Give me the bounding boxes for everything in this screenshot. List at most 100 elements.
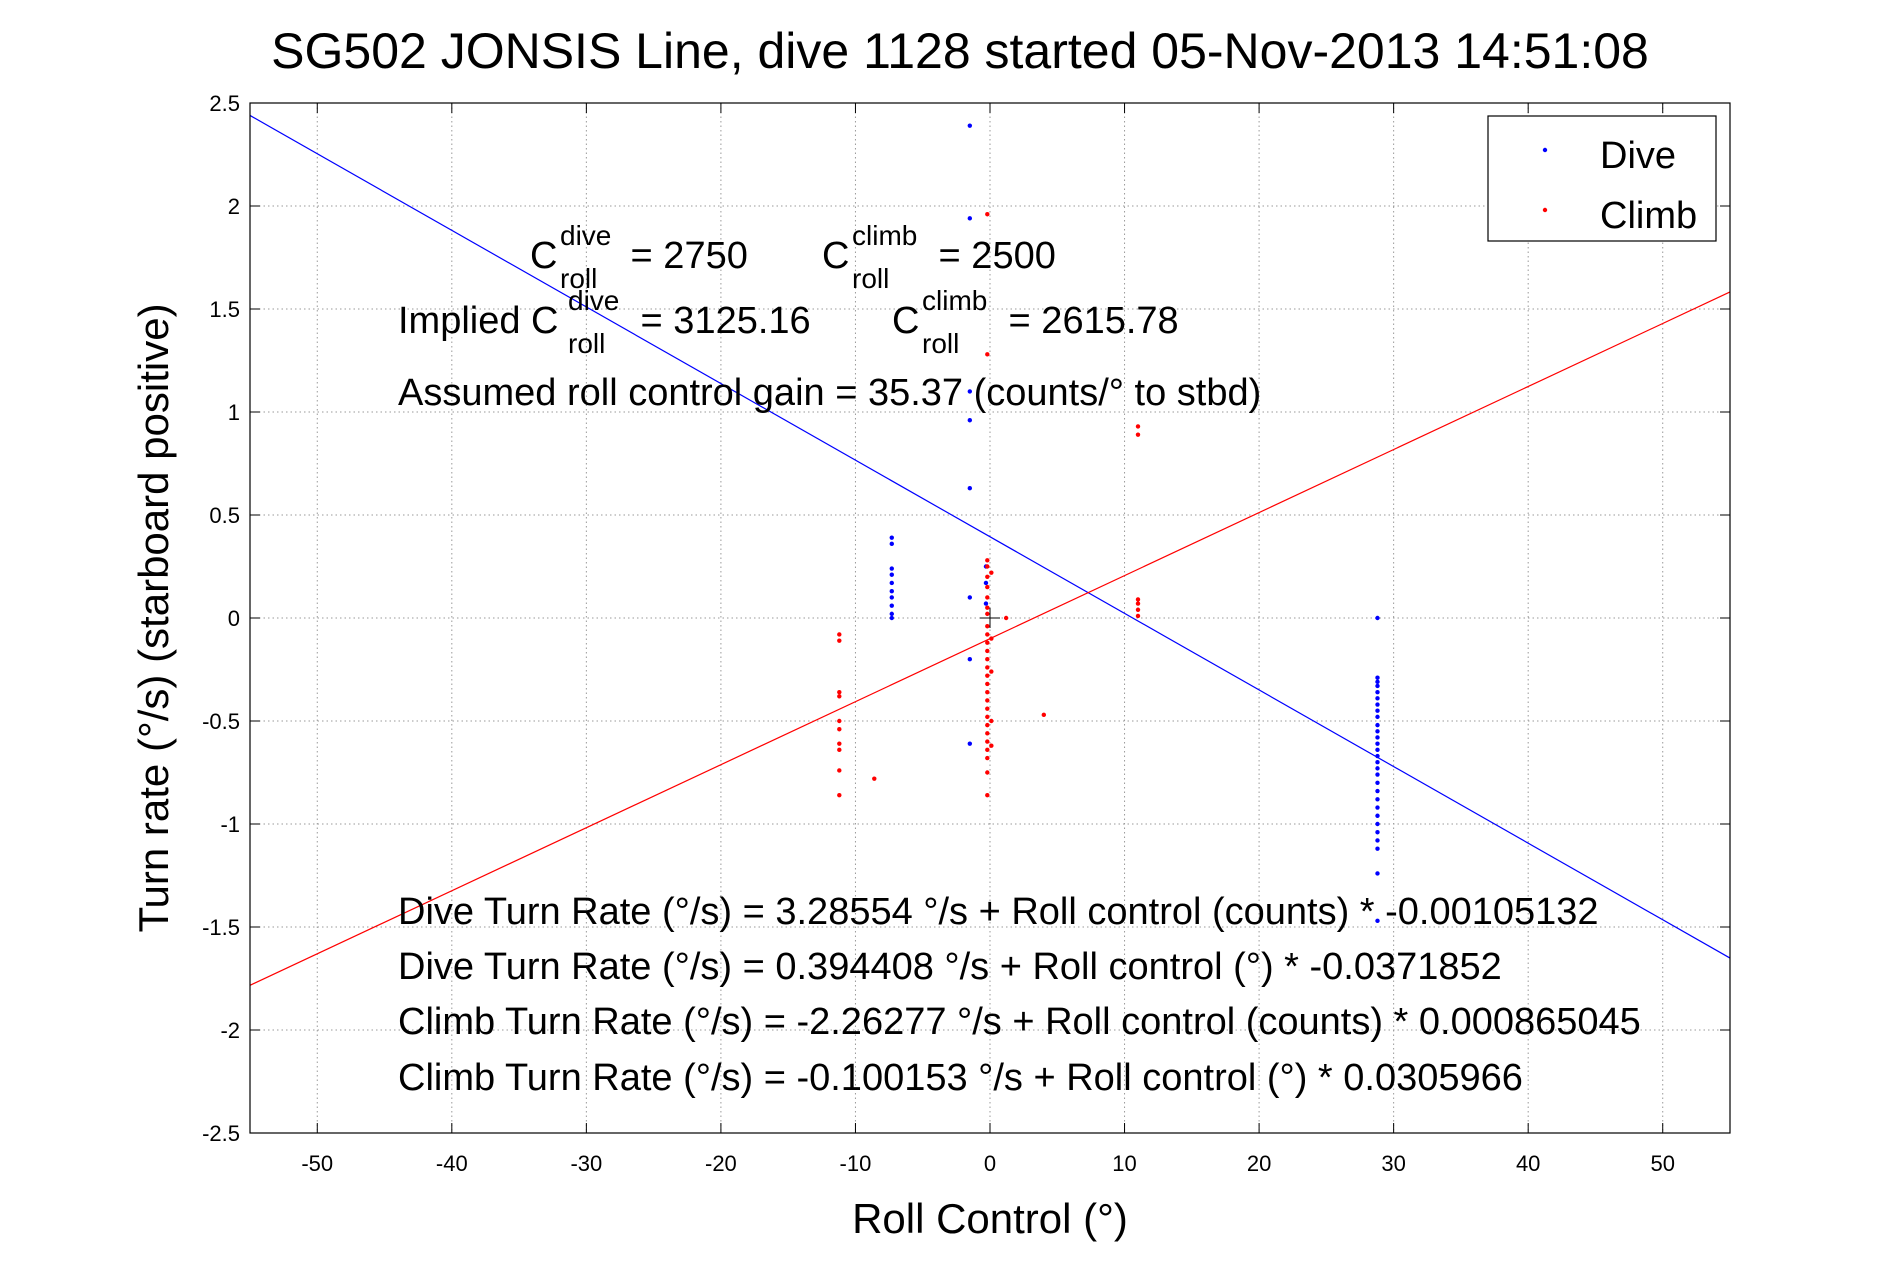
point-climb <box>837 638 842 643</box>
x-tick-label: -40 <box>436 1151 468 1176</box>
x-tick-label: -10 <box>840 1151 872 1176</box>
annotation-c-climb: C climb roll = 2500 <box>822 220 1056 294</box>
c-dive-base: C <box>530 235 557 277</box>
point-dive <box>1375 696 1380 701</box>
point-climb <box>872 776 877 781</box>
y-tick-label: 0.5 <box>209 503 240 528</box>
legend-marker-dive <box>1542 147 1548 153</box>
point-climb <box>837 718 842 724</box>
point-climb <box>985 611 990 617</box>
implied-climb-sub: roll <box>922 328 959 359</box>
point-climb <box>985 632 990 637</box>
y-tick-label: 1.5 <box>209 297 240 322</box>
point-dive <box>1375 735 1380 740</box>
legend: Dive Climb <box>1487 115 1717 242</box>
point-climb <box>985 747 990 753</box>
point-climb <box>985 714 990 720</box>
y-tick-label: -2.5 <box>202 1121 240 1146</box>
point-dive <box>889 595 894 600</box>
point-dive <box>1375 702 1380 707</box>
annotation-implied-climb: C climb roll = 2615.78 <box>892 285 1179 359</box>
point-dive <box>1375 821 1380 827</box>
point-climb <box>985 584 990 590</box>
point-dive <box>967 741 973 746</box>
point-climb <box>837 741 842 746</box>
point-dive <box>1375 741 1380 746</box>
implied-dive-sup: dive <box>568 285 619 316</box>
point-dive <box>889 535 894 540</box>
point-climb <box>985 665 990 670</box>
point-climb <box>985 574 990 579</box>
point-dive <box>967 123 973 128</box>
equation-climb-counts: Climb Turn Rate (°/s) = -2.26277 °/s + R… <box>398 1001 1641 1043</box>
point-climb <box>985 755 990 761</box>
legend-label-climb: Climb <box>1600 195 1697 237</box>
y-tick-label: -0.5 <box>202 709 240 734</box>
point-dive <box>1375 675 1380 680</box>
legend-box <box>1487 115 1717 242</box>
point-climb <box>985 698 990 703</box>
point-climb <box>1041 712 1047 718</box>
y-tick-label: 2 <box>228 194 240 219</box>
point-climb <box>985 624 990 629</box>
point-dive <box>1375 772 1380 777</box>
x-tick-label: -30 <box>570 1151 602 1176</box>
point-dive <box>1375 722 1380 728</box>
implied-dive-sub: roll <box>568 328 605 359</box>
c-dive-value: = 2750 <box>620 235 748 277</box>
point-dive <box>1375 780 1380 785</box>
equation-dive-degrees: Dive Turn Rate (°/s) = 0.394408 °/s + Ro… <box>398 946 1502 988</box>
c-climb-sub: roll <box>852 263 889 294</box>
point-dive <box>1375 714 1380 720</box>
x-axis-label: Roll Control (°) <box>852 1195 1128 1242</box>
y-axis-label: Turn rate (°/s) (starboard positive) <box>130 303 177 932</box>
point-climb <box>985 689 990 695</box>
point-dive <box>967 595 973 600</box>
c-dive-sup: dive <box>560 220 611 251</box>
point-dive <box>1375 788 1380 794</box>
point-dive <box>1375 729 1380 734</box>
point-dive <box>889 566 894 571</box>
point-climb <box>1003 615 1009 621</box>
x-tick-label: -50 <box>301 1151 333 1176</box>
point-climb <box>837 694 842 699</box>
c-climb-sup: climb <box>852 220 917 251</box>
point-dive <box>983 601 989 606</box>
point-dive <box>1375 753 1380 759</box>
point-dive <box>1375 830 1380 835</box>
point-dive <box>889 589 894 594</box>
point-climb <box>985 212 990 217</box>
point-dive <box>967 216 973 221</box>
y-tick-label: -2 <box>220 1018 240 1043</box>
point-dive <box>1375 797 1380 802</box>
point-climb <box>985 739 990 744</box>
point-dive <box>1375 708 1380 713</box>
point-climb <box>985 770 990 775</box>
point-dive <box>889 572 894 577</box>
point-climb <box>1135 432 1141 437</box>
c-dive-sub: roll <box>560 263 597 294</box>
point-climb <box>985 564 990 569</box>
implied-climb-sup: climb <box>922 285 987 316</box>
point-dive <box>1375 689 1380 695</box>
implied-dive-value: = 3125.16 <box>630 300 811 342</box>
point-dive <box>889 603 894 608</box>
y-tick-label: 2.5 <box>209 91 240 116</box>
gain-annotation: Assumed roll control gain = 35.37 (count… <box>398 372 1261 414</box>
point-dive <box>967 389 973 394</box>
point-dive <box>1375 838 1380 843</box>
point-dive <box>967 418 973 423</box>
point-dive <box>889 580 894 586</box>
point-dive <box>1375 683 1380 689</box>
x-tick-label: 20 <box>1247 1151 1271 1176</box>
point-climb <box>1135 607 1141 612</box>
point-climb <box>985 731 990 736</box>
implied-climb-base: C <box>892 300 919 342</box>
point-climb <box>1135 597 1141 602</box>
point-climb <box>989 718 994 724</box>
point-dive <box>889 611 894 617</box>
y-tick-label: -1 <box>220 812 240 837</box>
point-dive <box>983 580 989 586</box>
point-climb <box>985 558 990 563</box>
